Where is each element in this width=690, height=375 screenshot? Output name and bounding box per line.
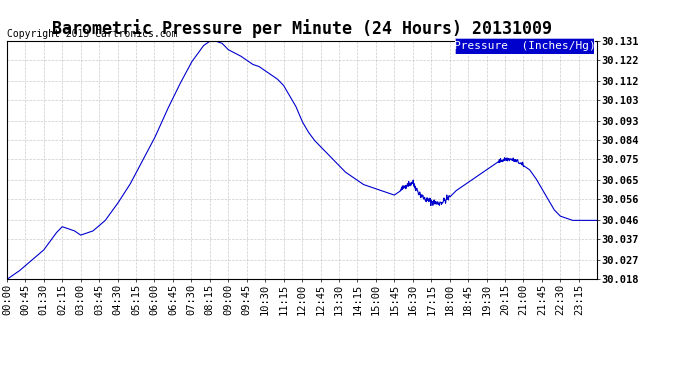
Text: Copyright 2013 Cartronics.com: Copyright 2013 Cartronics.com xyxy=(8,29,178,39)
Title: Barometric Pressure per Minute (24 Hours) 20131009: Barometric Pressure per Minute (24 Hours… xyxy=(52,18,552,38)
